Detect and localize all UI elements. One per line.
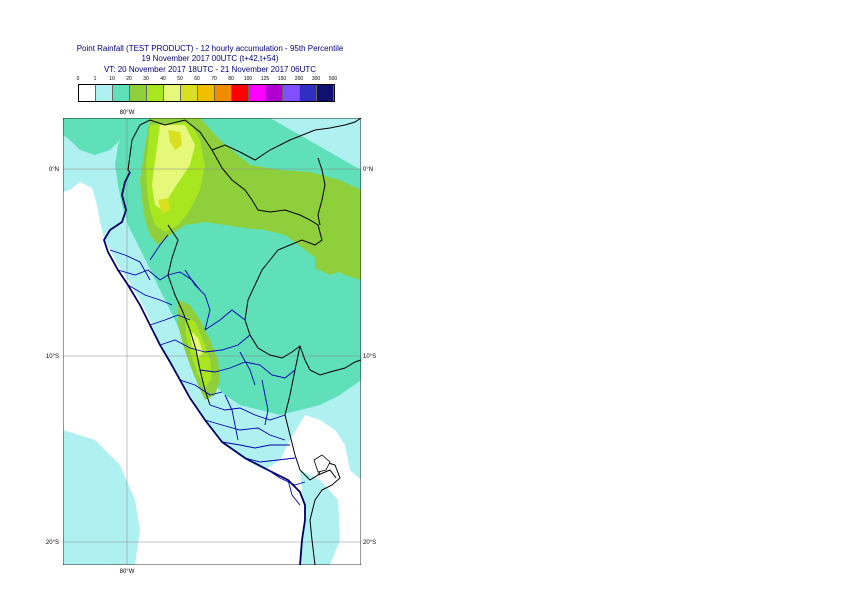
legend-threshold-label: 30 [143,76,149,82]
legend-color-box [266,85,283,101]
department-borders [109,234,306,506]
legend-threshold-label: 125 [260,76,270,82]
colombia-border [211,118,361,161]
run-time: 19 November 2017 00UTC (t+42,t+54) [141,54,279,63]
legend-threshold-label: 150 [277,76,287,82]
legend-threshold-label: 10 [109,76,115,82]
rain-50-60-area [168,130,182,150]
legend-color-box [181,85,198,101]
legend-threshold-labels: 0 1 10 20 30 40 50 60 70 80 100 125 150 200 300 500 [0,0,842,100]
peru-interior-border [167,224,211,406]
legend-color-box [249,85,266,101]
lat-label-10s-right: 10°S [363,354,376,360]
legend-color-box [198,85,215,101]
ecuador-border [139,119,361,376]
legend-threshold-label: 200 [294,76,304,82]
legend-threshold-label: 40 [160,76,166,82]
legend-color-box [300,85,317,101]
legend-color-box [130,85,147,101]
coastline [103,171,306,565]
map-area [63,118,361,565]
rain-10-20-north-area [63,118,140,155]
color-legend [78,84,335,102]
legend-color-box [113,85,130,101]
chart-title: Point Rainfall (TEST PRODUCT) - 12 hourl… [76,44,344,53]
legend-threshold-label: 0 [76,76,80,82]
rain-1-10-south-area [300,470,340,565]
legend-threshold-label: 300 [311,76,321,82]
legend-threshold-label: 70 [211,76,217,82]
guayaquil-coast [127,124,141,173]
lat-label-0-left: 0°N [49,167,59,173]
lake-titicaca [313,454,331,473]
rain-50-60-spot [158,198,170,214]
lat-label-10s-left: 10°S [46,354,59,360]
rain-40-50-area [152,125,195,210]
lat-label-20s-left: 20°S [46,540,59,546]
legend-threshold-label: 500 [328,76,338,82]
legend-color-box [283,85,300,101]
valid-time: VT: 20 November 2017 18UTC - 21 November… [103,65,317,74]
legend-color-box [164,85,181,101]
legend-threshold-label: 60 [194,76,200,82]
chile-border [317,469,337,479]
legend-color-box [215,85,232,101]
legend-threshold-label: 100 [243,76,253,82]
legend-color-box [147,85,164,101]
legend-threshold-label: 20 [126,76,132,82]
lon-label-top: 80°W [120,110,135,116]
lat-label-0-right: 0°N [363,167,373,173]
legend-color-box [79,85,96,101]
lat-label-20s-right: 20°S [363,540,376,546]
lon-label-bottom: 80°W [120,569,135,575]
legend-threshold-label: 1 [93,76,97,82]
legend-color-box [96,85,113,101]
legend-color-box [232,85,249,101]
rain-1-10-coast-area [63,430,140,565]
legend-color-box [317,85,334,101]
legend-threshold-label: 50 [177,76,183,82]
brazil-border [317,157,326,226]
rain-20-30-east-area [315,255,345,275]
legend-threshold-label: 80 [228,76,234,82]
